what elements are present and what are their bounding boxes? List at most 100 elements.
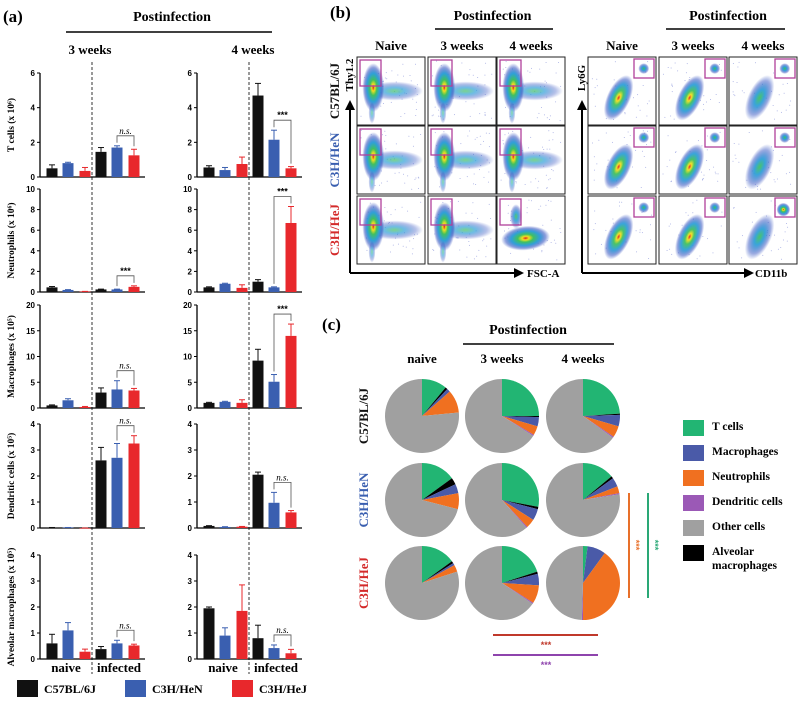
bar (252, 360, 264, 408)
event-dot (466, 176, 468, 178)
pie-slice-alveolar-macrophages (502, 571, 538, 583)
event-dot (668, 225, 670, 227)
bar (219, 283, 231, 292)
event-dot (415, 101, 417, 103)
event-dot (469, 130, 471, 132)
flow-y-axis-label: Ly6G (576, 64, 588, 91)
event-dot (510, 252, 512, 254)
legend-label: Neutrophils (712, 471, 770, 483)
event-dot (781, 154, 783, 156)
event-dot (378, 184, 380, 186)
event-dot (465, 212, 467, 214)
event-dot (502, 68, 504, 70)
event-dot (637, 105, 639, 107)
density-cloud (744, 214, 775, 260)
gate (499, 59, 522, 87)
significance-bracket (273, 119, 292, 164)
density-cloud (779, 63, 791, 74)
event-dot (773, 72, 775, 74)
event-dot (751, 221, 753, 223)
event-dot (785, 109, 787, 111)
gate (359, 59, 382, 87)
pie-slice-t-cells (422, 379, 446, 416)
event-dot (605, 132, 607, 134)
event-dot (483, 176, 485, 178)
event-dot (431, 115, 433, 117)
event-dot (631, 203, 633, 205)
timepoint-3-weeks: 3 weeks (69, 42, 112, 57)
event-dot (624, 113, 626, 115)
event-dot (484, 74, 486, 76)
event-dot (618, 205, 620, 207)
event-dot (707, 238, 709, 240)
event-dot (392, 244, 394, 246)
legend-label: Other cells (712, 521, 766, 533)
pie-slice-other-cells (546, 463, 621, 537)
bar (95, 392, 107, 408)
legend-swatch (683, 495, 704, 511)
pie-chart (385, 463, 460, 538)
event-dot (398, 172, 400, 174)
event-dot (409, 240, 411, 242)
event-dot (591, 78, 593, 80)
pie-row-label-strain: C3H/HeN (356, 472, 371, 527)
event-dot (735, 158, 737, 160)
event-dot (755, 211, 757, 213)
event-dot (692, 202, 694, 204)
event-dot (662, 173, 664, 175)
pie-slice-t-cells (583, 379, 620, 416)
density-cloud (508, 101, 516, 124)
pie-slice-alveolar-macrophages (422, 387, 448, 416)
pie-slice-macrophages (583, 478, 618, 500)
pie-slice-neutrophils (583, 416, 619, 437)
event-dot (635, 116, 637, 118)
event-dot (473, 183, 475, 185)
event-dot (555, 242, 557, 244)
event-dot (538, 180, 540, 182)
bar (111, 389, 123, 408)
event-dot (395, 143, 397, 145)
event-dot (537, 187, 539, 189)
y-tick-label: 0 (31, 173, 36, 182)
event-dot (407, 210, 409, 212)
event-dot (613, 79, 615, 81)
y-tick-label: 2 (188, 472, 193, 481)
bar (285, 653, 297, 659)
significance-bracket (116, 370, 135, 386)
density-cloud (709, 63, 721, 74)
y-tick-label: 2 (188, 138, 193, 147)
event-dot (408, 135, 410, 137)
bar (128, 645, 140, 659)
density-cloud (638, 202, 650, 213)
bar (285, 335, 297, 408)
y-tick-label: 6 (31, 69, 36, 78)
pie-slice-neutrophils (502, 416, 538, 435)
event-dot (738, 143, 740, 145)
event-dot (685, 212, 687, 214)
event-dot (721, 211, 723, 213)
event-dot (600, 243, 602, 245)
pie-legend-item: Alveolar macrophages (683, 545, 798, 573)
event-dot (789, 171, 791, 173)
significance-label: *** (541, 640, 552, 650)
event-dot (555, 72, 557, 74)
event-dot (641, 150, 643, 152)
event-dot (438, 115, 440, 117)
y-tick-label: 8 (188, 206, 193, 215)
event-dot (397, 243, 399, 245)
event-dot (385, 134, 387, 136)
event-dot (541, 251, 543, 253)
event-dot (648, 258, 650, 260)
event-dot (404, 113, 406, 115)
bar (95, 289, 107, 292)
event-dot (505, 106, 507, 108)
density-cloud (709, 202, 721, 213)
event-dot (479, 135, 481, 137)
event-dot (480, 143, 482, 145)
bar (128, 286, 140, 292)
event-dot (593, 93, 595, 95)
bar-chart-neutrophils-3-weeks (37, 188, 145, 293)
event-dot (643, 156, 645, 158)
event-dot (468, 244, 470, 246)
